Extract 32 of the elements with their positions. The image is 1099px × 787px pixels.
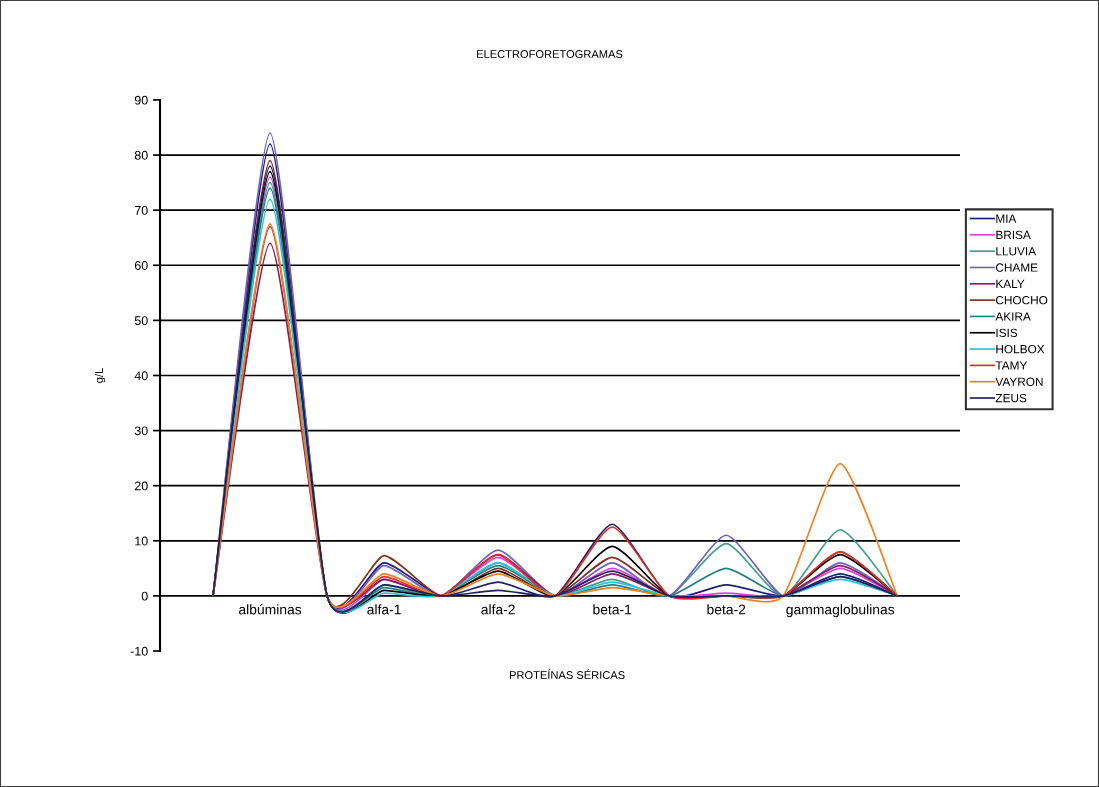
legend-label: TAMY bbox=[995, 361, 1028, 370]
y-tick-label: 40 bbox=[134, 371, 148, 381]
x-tick-label: gammaglobulinas bbox=[786, 604, 895, 618]
y-tick-label: 50 bbox=[134, 316, 148, 326]
y-tick-label: 10 bbox=[135, 536, 148, 546]
legend-label: CHOCHO bbox=[995, 296, 1048, 305]
legend-label: ISIS bbox=[996, 328, 1018, 337]
y-tick-label: 0 bbox=[141, 591, 148, 601]
y-tick-label: 60 bbox=[134, 261, 148, 270]
y-tick-label: 30 bbox=[134, 426, 148, 436]
y-tick-label: 80 bbox=[134, 150, 148, 160]
legend-label: LLUVIA bbox=[996, 247, 1037, 256]
chart-title: ELECTROFORETOGRAMAS bbox=[477, 50, 623, 58]
legend-label: KALY bbox=[996, 279, 1025, 288]
legend-label: MIA bbox=[996, 214, 1017, 223]
x-tick-label: albúminas bbox=[239, 604, 302, 615]
y-axis-title: g/L bbox=[94, 368, 106, 383]
legend-label: ZEUS bbox=[995, 393, 1027, 403]
y-tick-label: -10 bbox=[130, 646, 148, 656]
y-tick-label: 90 bbox=[134, 95, 148, 105]
y-tick-label: 70 bbox=[134, 205, 148, 215]
legend-label: VAYRON bbox=[995, 377, 1043, 386]
x-tick-label: alfa-1 bbox=[367, 604, 401, 615]
x-tick-label: beta-1 bbox=[593, 604, 632, 615]
legend-label: BRISA bbox=[996, 230, 1031, 240]
x-tick-label: beta-2 bbox=[707, 604, 746, 615]
x-axis-title: PROTEÍNAS SÉRICAS bbox=[509, 669, 625, 679]
x-tick-label: alfa-2 bbox=[481, 604, 515, 615]
legend-label: AKIRA bbox=[995, 312, 1031, 321]
y-tick-label: 20 bbox=[134, 481, 148, 491]
legend-label: HOLBOX bbox=[996, 344, 1045, 354]
legend-label: CHAME bbox=[995, 263, 1038, 272]
